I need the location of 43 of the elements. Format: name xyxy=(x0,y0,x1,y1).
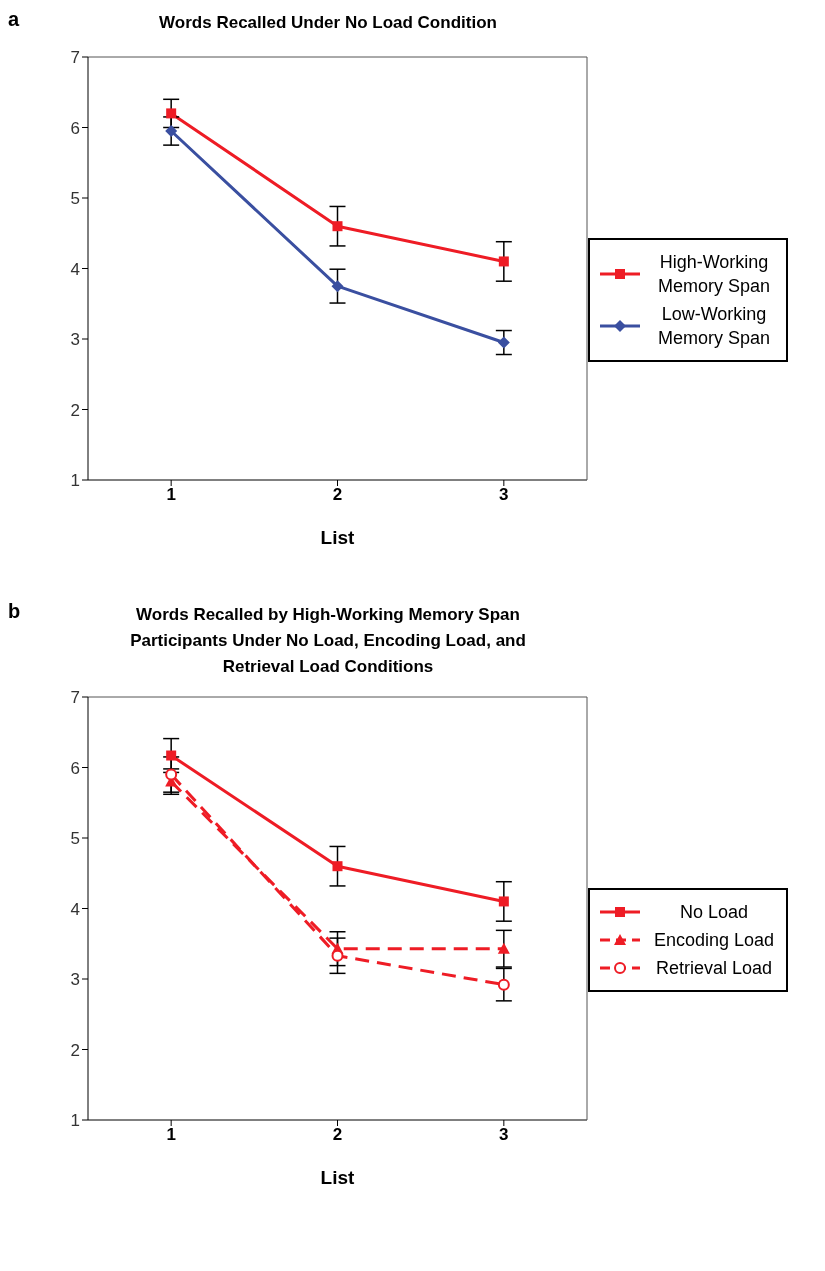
point xyxy=(166,750,177,761)
chart-title: Words Recalled Under No Load Condition xyxy=(158,12,498,34)
x-tick-label: 1 xyxy=(166,1125,176,1145)
y-tick-label: 2 xyxy=(70,1040,80,1060)
legend-label: High-Working Memory Span xyxy=(656,251,771,298)
legend-label: Encoding Load xyxy=(652,929,776,952)
x-axis-title: List xyxy=(320,527,356,548)
point xyxy=(497,336,510,349)
point xyxy=(497,978,510,991)
text: a xyxy=(8,8,20,31)
x-tick-label: 3 xyxy=(499,485,509,505)
y-tick-label: 1 xyxy=(70,1111,80,1131)
point xyxy=(332,221,343,232)
y-tick-label: 7 xyxy=(70,48,80,68)
y-tick-label: 3 xyxy=(70,330,80,350)
y-tick-label: 3 xyxy=(70,970,80,990)
x-tick-label: 3 xyxy=(499,1125,509,1145)
legend-label: Low-Working Memory Span xyxy=(656,303,771,350)
point xyxy=(165,125,178,138)
y-tick-label: 2 xyxy=(70,400,80,420)
point xyxy=(498,896,509,907)
x-tick-label: 2 xyxy=(332,1125,343,1145)
x-tick-label: 1 xyxy=(166,485,176,505)
y-tick-label: 4 xyxy=(70,899,80,919)
point xyxy=(331,280,344,293)
point xyxy=(166,108,177,119)
point xyxy=(332,861,343,872)
point xyxy=(497,942,510,954)
legend-label: Retrieval Load xyxy=(654,957,774,980)
y-tick-label: 5 xyxy=(70,829,80,849)
x-axis-title: List xyxy=(320,1167,356,1188)
chart-title: Words Recalled by High-Working Memory Span Participants Under No Load, Encoding Load, and Retrieval Load Conditions xyxy=(129,604,527,678)
text: b xyxy=(8,600,21,623)
y-tick-label: 7 xyxy=(70,688,80,708)
y-tick-label: 1 xyxy=(70,471,80,491)
y-tick-label: 6 xyxy=(70,758,80,778)
y-tick-label: 5 xyxy=(70,189,80,209)
point xyxy=(165,768,178,781)
legend-label: No Load xyxy=(678,901,750,924)
x-tick-label: 2 xyxy=(332,485,343,505)
point xyxy=(498,256,509,267)
y-tick-label: 6 xyxy=(70,118,80,138)
y-tick-label: 4 xyxy=(70,259,80,279)
